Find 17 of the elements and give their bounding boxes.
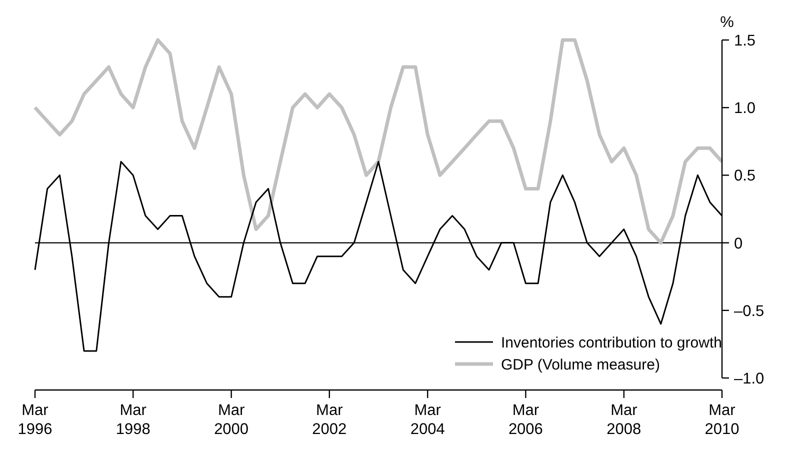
x-tick-label: Mar 2000	[214, 402, 249, 438]
y-tick-label: –0.5	[734, 302, 764, 320]
y-tick-label: 0	[734, 235, 743, 252]
x-tick-label: Mar 2006	[508, 402, 543, 438]
y-axis-title: %	[720, 14, 734, 31]
x-tick-label: Mar 2004	[410, 402, 446, 438]
x-tick-label: Mar 2010	[704, 402, 740, 438]
y-tick-label: 0.5	[734, 168, 756, 185]
y-tick-label: –1.0	[734, 370, 765, 388]
legend-label: GDP (Volume measure)	[501, 356, 660, 374]
x-tick-label: Mar 1996	[18, 402, 52, 438]
x-tick-label: Mar 1998	[116, 402, 150, 438]
y-tick-label: 1.0	[734, 100, 756, 118]
y-tick-label: 1.5	[734, 32, 756, 50]
x-tick-label: Mar 2008	[606, 402, 642, 438]
x-tick-label: Mar 2002	[312, 402, 347, 438]
legend-label: Inventories contribution to growth	[501, 334, 722, 352]
